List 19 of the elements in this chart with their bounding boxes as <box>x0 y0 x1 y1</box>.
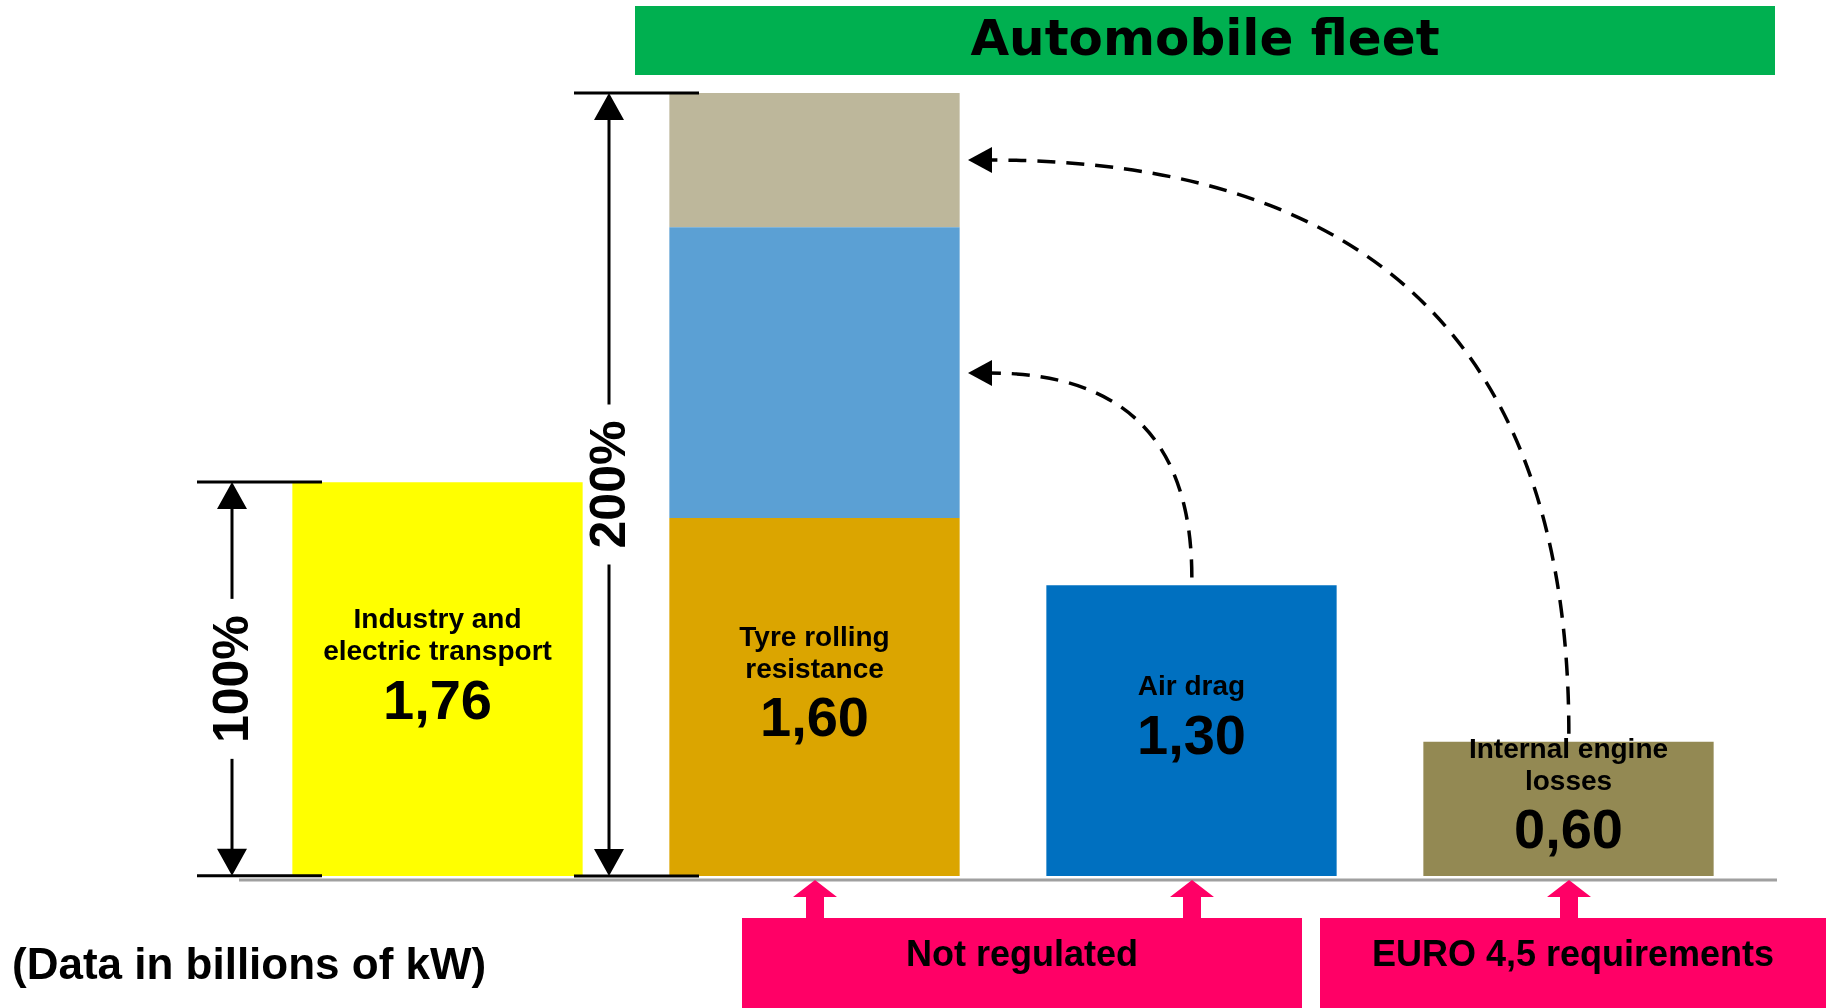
x-tick-label: Air drag <box>1137 670 1246 702</box>
text: EURO 4,5 requirements <box>1371 932 1775 974</box>
bar <box>669 227 960 519</box>
bar <box>1046 585 1337 876</box>
data-label: 1,60 <box>760 685 869 749</box>
data-label: 0,60 <box>1514 797 1623 861</box>
data-label: 1,30 <box>1137 703 1246 767</box>
bar <box>292 482 583 876</box>
annotation: 100% <box>203 615 260 744</box>
text: (Data in billions of kW) <box>12 939 487 989</box>
x-tick-label: Internal engine losses <box>1468 732 1669 796</box>
bar <box>669 93 960 228</box>
x-tick-label: Tyre rolling resistance <box>739 620 890 684</box>
x-tick-label: Industry and electric transport <box>323 602 552 666</box>
text: Not regulated <box>905 932 1139 974</box>
chart-title: Automobile fleet <box>970 8 1440 67</box>
bar <box>669 518 960 876</box>
annotation: 200% <box>580 420 637 549</box>
data-label: 1,76 <box>383 667 492 731</box>
